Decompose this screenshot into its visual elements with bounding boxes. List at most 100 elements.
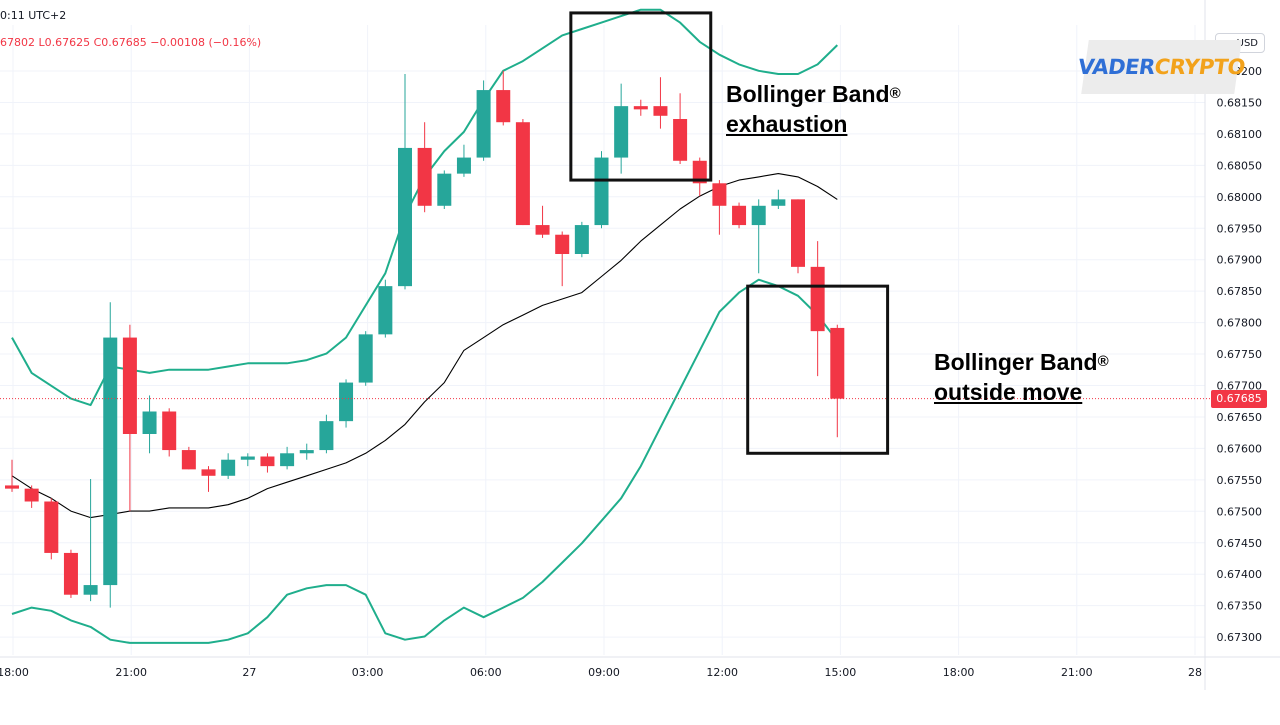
current-price-tag: 0.67685 [1211,389,1267,408]
candle [614,83,629,174]
y-tick-label: 0.67700 [1217,380,1263,393]
candle [44,498,59,560]
candle [122,324,137,512]
y-tick-label: 0.67750 [1217,348,1263,361]
candle [398,74,412,290]
candle [771,189,786,209]
y-tick-label: 0.67800 [1217,317,1263,330]
candle-body [378,286,393,335]
y-tick-label: 0.67450 [1217,537,1263,550]
candle-body [673,119,688,161]
y-tick-label: 0.68050 [1217,159,1263,172]
candle [751,199,766,274]
candle-body [574,225,589,254]
candle-body [555,234,570,254]
candle [810,241,825,377]
candle [103,302,118,608]
candle-body [299,450,314,454]
candle [535,205,550,238]
annotation-outside-line1: Bollinger Band [934,349,1098,375]
candle [496,70,511,126]
candle-body [162,411,177,451]
candle-body [5,485,19,489]
candle [437,170,452,209]
candle [653,77,668,129]
candle-body [398,147,412,287]
axes: 0.682000.681500.681000.680500.680000.679… [0,0,1280,690]
candle [162,408,177,457]
candle [791,199,805,274]
candle [201,466,216,492]
candle [260,453,275,473]
candle [830,324,845,438]
y-tick-label: 0.67600 [1217,442,1263,455]
candle [63,549,78,598]
y-tick-label: 0.68000 [1217,191,1263,204]
candle [555,231,570,287]
candle [692,157,707,197]
candle [221,453,236,479]
candle-body [44,501,59,553]
candle-body [201,469,216,476]
candle-body [417,147,432,206]
watermark-part1: VADER [1076,55,1157,79]
candle-body [142,411,157,434]
watermark-logo: VADER CRYPTO [1076,40,1247,94]
annotation-exhaustion-line1: Bollinger Band [726,81,890,107]
candle-body [633,106,648,110]
candle-body [535,225,550,235]
candle-body [830,327,845,399]
y-tick-label: 0.68150 [1217,96,1263,109]
y-tick-label: 0.67400 [1217,568,1263,581]
x-tick-label: 09:00 [588,666,620,679]
annotation-boxes [569,11,890,455]
candle [181,446,196,470]
x-tick-label: 27 [242,666,256,679]
x-tick-label: 18:00 [0,666,29,679]
registered-mark: ® [1097,353,1109,370]
candle [712,180,727,235]
candle [673,93,688,164]
y-tick-label: 0.67300 [1217,631,1263,644]
y-tick-label: 0.67650 [1217,411,1263,424]
candle-body [339,382,354,422]
candle-body [771,199,786,206]
x-tick-label: 18:00 [943,666,975,679]
candle-body [240,456,255,460]
candle [24,485,39,508]
annotation-outside-line2: outside move [934,379,1083,405]
candle [142,395,157,454]
candle-body [122,337,137,434]
annotation-outside-move: Bollinger Band® outside move [934,347,1109,407]
y-tick-label: 0.67950 [1217,222,1263,235]
candle-body [476,90,491,158]
candle-body [103,337,118,586]
bollinger-bands [11,8,839,644]
candle [5,459,19,492]
candle-body [358,334,373,383]
candle [476,80,491,161]
lower-band-line [11,278,839,644]
candle-body [751,205,766,226]
candle-body [260,456,275,467]
y-tick-label: 0.67350 [1217,600,1263,613]
candle [456,144,471,177]
x-tick-label: 21:00 [1061,666,1093,679]
header-time: 0:11 UTC+2 [0,9,67,22]
candle [358,331,373,386]
candle-body [810,266,825,332]
candle [732,202,747,229]
annotation-exhaustion: Bollinger Band® exhaustion [726,79,901,139]
y-tick-label: 0.67550 [1217,474,1263,487]
grid [0,25,1205,655]
candle-body [319,421,334,451]
candle-body [515,122,530,226]
candle [280,446,295,470]
x-tick-label: 15:00 [825,666,857,679]
candle-body [83,585,98,595]
y-tick-label: 0.67500 [1217,505,1263,518]
candle-body [181,450,196,470]
candle [515,119,530,226]
